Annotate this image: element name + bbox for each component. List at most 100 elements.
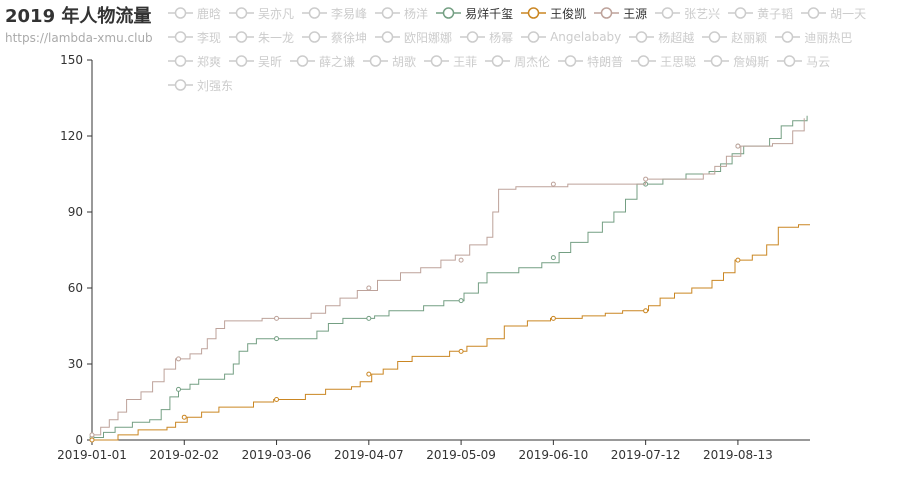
legend-line-marker-icon xyxy=(460,31,486,43)
series-point-e78e8be6ba90[interactable] xyxy=(550,181,556,187)
chart-plot xyxy=(89,115,810,443)
legend-item-20[interactable]: 吴昕 xyxy=(229,51,282,71)
legend-line-marker-icon xyxy=(363,55,389,67)
series-point-e78e8be4bf8ae587af[interactable] xyxy=(274,396,280,402)
y-tick-label: 120 xyxy=(60,129,83,143)
legend-item-28[interactable]: 马云 xyxy=(777,51,830,71)
legend-item-19[interactable]: 郑爽 xyxy=(168,51,221,71)
y-tick-label: 90 xyxy=(68,205,83,219)
series-point-e78e8be6ba90[interactable] xyxy=(366,285,372,291)
legend-label: 易烊千玺 xyxy=(465,6,514,21)
legend-item-27[interactable]: 詹姆斯 xyxy=(704,51,769,71)
x-tick-label: 2019-01-01 xyxy=(57,448,127,462)
series-point-e78e8be6ba90[interactable] xyxy=(458,257,464,263)
legend-item-11[interactable]: 朱一龙 xyxy=(229,27,294,47)
legend-label: 马云 xyxy=(806,54,831,69)
legend-line-marker-icon xyxy=(702,31,728,43)
legend-item-24[interactable]: 周杰伦 xyxy=(485,51,550,71)
legend-item-16[interactable]: 杨超越 xyxy=(629,27,694,47)
legend-line-marker-icon xyxy=(558,55,584,67)
chart-legend: 鹿晗 吴亦凡 李易峰 杨洋 易烊千玺 王俊凯 王源 张艺兴 黄子韬 胡一天李现 朱一龙 蔡徐坤 欧阳娜娜… xyxy=(168,3,896,99)
legend-label: 刘强东 xyxy=(197,78,234,93)
legend-label: 杨幂 xyxy=(489,30,514,45)
series-point-e69893e7838ae58d83e78eba[interactable] xyxy=(458,298,464,304)
legend-item-10[interactable]: 李现 xyxy=(168,27,221,47)
series-point-e78e8be6ba90[interactable] xyxy=(735,143,741,149)
legend-item-8[interactable]: 黄子韬 xyxy=(728,3,793,23)
legend-line-marker-icon xyxy=(485,55,511,67)
legend-line-marker-icon xyxy=(629,31,655,43)
series-point-e78e8be4bf8ae587af[interactable] xyxy=(735,257,741,263)
y-tick-label: 30 xyxy=(68,357,83,371)
series-point-e69893e7838ae58d83e78eba[interactable] xyxy=(550,255,556,261)
legend-label: 胡歌 xyxy=(392,54,417,69)
legend-label: 特朗普 xyxy=(587,54,624,69)
legend-line-marker-icon xyxy=(302,31,328,43)
series-point-e78e8be4bf8ae587af[interactable] xyxy=(643,308,649,314)
series-point-e78e8be4bf8ae587af[interactable] xyxy=(89,437,95,443)
legend-item-22[interactable]: 胡歌 xyxy=(363,51,416,71)
legend-line-marker-icon xyxy=(290,55,316,67)
legend-item-23[interactable]: 王菲 xyxy=(424,51,477,71)
legend-label: 李易峰 xyxy=(331,6,368,21)
series-point-e78e8be4bf8ae587af[interactable] xyxy=(366,371,372,377)
legend-line-marker-icon xyxy=(375,31,401,43)
legend-item-29[interactable]: 刘强东 xyxy=(168,75,233,95)
legend-item-13[interactable]: 欧阳娜娜 xyxy=(375,27,452,47)
legend-label: 王源 xyxy=(623,6,648,21)
legend-label: 詹姆斯 xyxy=(733,54,770,69)
legend-item-7[interactable]: 张艺兴 xyxy=(655,3,720,23)
series-point-e69893e7838ae58d83e78eba[interactable] xyxy=(366,315,372,321)
series-point-e78e8be4bf8ae587af[interactable] xyxy=(550,315,556,321)
x-tick-label: 2019-02-02 xyxy=(149,448,219,462)
legend-label: 吴亦凡 xyxy=(258,6,295,21)
series-point-e78e8be6ba90[interactable] xyxy=(274,315,280,321)
legend-item-2[interactable]: 李易峰 xyxy=(302,3,367,23)
legend-item-25[interactable]: 特朗普 xyxy=(558,51,623,71)
legend-label: 王俊凯 xyxy=(550,6,587,21)
x-tick-label: 2019-03-06 xyxy=(242,448,312,462)
legend-line-marker-icon xyxy=(375,7,401,19)
x-tick-label: 2019-08-13 xyxy=(703,448,773,462)
legend-line-marker-icon xyxy=(229,31,255,43)
legend-item-4[interactable]: 易烊千玺 xyxy=(436,3,513,23)
legend-item-0[interactable]: 鹿晗 xyxy=(168,3,221,23)
legend-label: 郑爽 xyxy=(197,54,222,69)
legend-line-marker-icon xyxy=(229,7,255,19)
legend-label: 胡一天 xyxy=(830,6,867,21)
legend-item-17[interactable]: 赵丽颖 xyxy=(702,27,767,47)
legend-line-marker-icon xyxy=(594,7,620,19)
series-point-e69893e7838ae58d83e78eba[interactable] xyxy=(274,336,280,342)
legend-item-26[interactable]: 王思聪 xyxy=(631,51,696,71)
legend-label: Angelababy xyxy=(550,30,622,44)
legend-item-12[interactable]: 蔡徐坤 xyxy=(302,27,367,47)
series-point-e78e8be4bf8ae587af[interactable] xyxy=(181,414,187,420)
legend-label: 朱一龙 xyxy=(258,30,295,45)
legend-item-6[interactable]: 王源 xyxy=(594,3,647,23)
legend-label: 蔡徐坤 xyxy=(331,30,368,45)
legend-line-marker-icon xyxy=(775,31,801,43)
legend-line-marker-icon xyxy=(168,55,193,67)
chart-title: 2019 年人物流量 xyxy=(5,6,152,27)
legend-line-marker-icon xyxy=(728,7,754,19)
legend-line-marker-icon xyxy=(302,7,328,19)
legend-item-5[interactable]: 王俊凯 xyxy=(521,3,586,23)
series-point-e69893e7838ae58d83e78eba[interactable] xyxy=(176,386,182,392)
y-tick-label: 60 xyxy=(68,281,83,295)
legend-label: 吴昕 xyxy=(258,54,283,69)
legend-item-14[interactable]: 杨幂 xyxy=(460,27,513,47)
series-point-e78e8be6ba90[interactable] xyxy=(643,176,649,182)
legend-label: 张艺兴 xyxy=(684,6,721,21)
legend-item-9[interactable]: 胡一天 xyxy=(801,3,866,23)
series-point-e78e8be4bf8ae587af[interactable] xyxy=(458,348,464,354)
legend-item-3[interactable]: 杨洋 xyxy=(375,3,428,23)
series-point-e78e8be6ba90[interactable] xyxy=(89,432,95,438)
legend-item-18[interactable]: 迪丽热巴 xyxy=(775,27,852,47)
legend-item-15[interactable]: Angelababy xyxy=(521,27,621,47)
legend-item-1[interactable]: 吴亦凡 xyxy=(229,3,294,23)
y-tick-label: 0 xyxy=(75,433,83,447)
legend-label: 黄子韬 xyxy=(757,6,794,21)
legend-label: 欧阳娜娜 xyxy=(404,30,453,45)
legend-item-21[interactable]: 薛之谦 xyxy=(290,51,355,71)
series-point-e78e8be6ba90[interactable] xyxy=(176,356,182,362)
